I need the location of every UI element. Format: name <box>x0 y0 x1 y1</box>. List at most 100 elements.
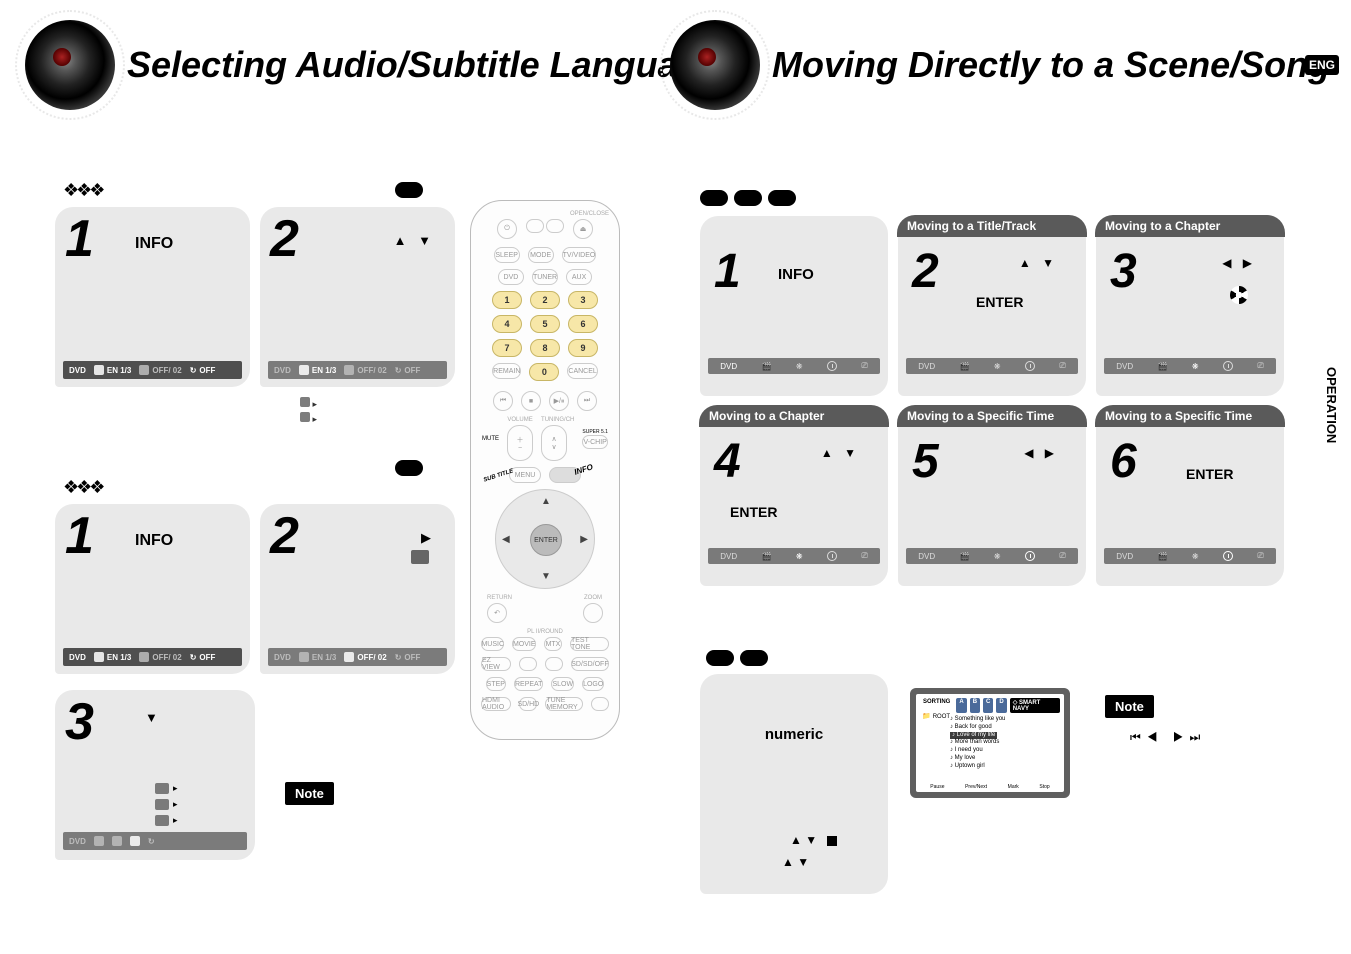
numeric-label: numeric <box>710 726 878 743</box>
zoom-button[interactable] <box>583 603 603 623</box>
fn-sdhd[interactable]: SD/HD <box>519 697 537 711</box>
osd-dvd-label: DVD <box>918 362 935 371</box>
fn-b[interactable] <box>519 657 537 671</box>
fn-ezview[interactable]: EZ VIEW <box>481 657 511 671</box>
fn-repeat[interactable]: REPEAT <box>514 677 544 691</box>
num-6[interactable]: 6 <box>568 315 598 333</box>
sleep-button[interactable]: SLEEP <box>494 247 520 263</box>
step-card-4: Moving to a Chapter 4 ▲ ▼ ENTER DVD 🎬❋⎚ <box>700 406 888 586</box>
osd-dvd-label: DVD <box>1116 552 1133 561</box>
osd-audio: EN 1/3 <box>94 365 131 375</box>
num-9[interactable]: 9 <box>568 339 598 357</box>
mode-button[interactable]: MODE <box>528 247 554 263</box>
num-8[interactable]: 8 <box>530 339 560 357</box>
fn-tunemem[interactable]: TUNE MEMORY <box>545 697 583 711</box>
next-button[interactable]: ⏭ <box>577 391 597 411</box>
dpad-left[interactable]: ◀ <box>502 534 510 545</box>
num-7[interactable]: 7 <box>492 339 522 357</box>
pl2-label: PL II/ROUND <box>481 629 609 635</box>
dvd-src-button[interactable]: DVD <box>498 269 524 285</box>
enter-label: ENTER <box>1186 466 1233 482</box>
cursor-arrows: ◀ ▶ <box>1024 446 1058 460</box>
remain-button[interactable]: REMAIN <box>492 363 521 379</box>
fn-music[interactable]: MUSIC <box>481 637 504 651</box>
enter-button[interactable]: ENTER <box>530 524 562 556</box>
song-item: Something like you <box>950 716 1060 724</box>
prev-button[interactable]: ⏮ <box>493 391 513 411</box>
speaker-icon-left <box>25 20 115 110</box>
osd-row: DVD 🎬❋⎚ <box>708 548 880 564</box>
cursor-arrows: ▲ ▼ <box>1019 256 1058 270</box>
fn-sdoff[interactable]: SD/SD/OFF <box>571 657 609 671</box>
section-tab-operation: OPERATION <box>1320 355 1343 455</box>
fn-logo[interactable]: LOGO <box>582 677 604 691</box>
step-number: 1 <box>714 244 741 299</box>
right-column: 1 INFO DVD 🎬❋⎚ Moving to a Title/Track 2… <box>700 190 1280 586</box>
zoom-label: ZOOM <box>583 595 603 601</box>
sort-tag: A <box>956 698 966 713</box>
volume-rocker[interactable]: ＋− <box>507 425 533 461</box>
dpad-down[interactable]: ▼ <box>541 571 551 582</box>
badge-pill <box>734 190 762 206</box>
play-pause-button[interactable]: ▶/⏸ <box>549 391 569 411</box>
sort-tag: C <box>983 698 993 713</box>
transport-glyphs: ⏮◀ ▶⏭ <box>1130 730 1206 745</box>
step-b3: 3 ▼ DVD ↻ <box>55 690 255 860</box>
num-2[interactable]: 2 <box>530 291 560 309</box>
disc-badges-lower <box>706 650 1280 666</box>
step-grid: 1 INFO DVD 🎬❋⎚ Moving to a Title/Track 2… <box>700 216 1280 586</box>
step-label: INFO <box>778 266 814 283</box>
num-5[interactable]: 5 <box>530 315 560 333</box>
badge-pill <box>740 650 768 666</box>
step-number: 1 <box>65 506 94 566</box>
fn-testtone[interactable]: TEST TONE <box>570 637 609 651</box>
num-0[interactable]: 0 <box>529 363 559 381</box>
open-close-button[interactable]: ⏏ <box>573 219 593 239</box>
num-3[interactable]: 3 <box>568 291 598 309</box>
subtitle-icon-list: ▸ ▸ ▸ <box>155 780 178 828</box>
fn-blank[interactable] <box>591 697 609 711</box>
num-1[interactable]: 1 <box>492 291 522 309</box>
fn-c[interactable] <box>545 657 563 671</box>
card-header: Moving to a Chapter <box>699 405 889 427</box>
aux-button[interactable]: AUX <box>566 269 592 285</box>
power-button[interactable]: ⏻ <box>497 219 517 239</box>
note-left: Note <box>285 782 334 805</box>
osd-row: DVD 🎬❋⎚ <box>906 548 1078 564</box>
sorting-label: SORTING <box>920 698 953 713</box>
vchip-button[interactable]: V-CHIP <box>582 435 608 449</box>
fn-slow[interactable]: SLOW <box>551 677 574 691</box>
cancel-button[interactable]: CANCEL <box>567 363 597 379</box>
tv-button[interactable] <box>526 219 544 233</box>
tv-video-button[interactable]: TV/VIDEO <box>562 247 597 263</box>
cursor-arrows: ◀ ▶ <box>1222 256 1256 270</box>
subtitle-icon <box>411 550 429 564</box>
osd-sub: OFF/ 02 <box>139 652 181 662</box>
fn-step[interactable]: STEP <box>486 677 506 691</box>
osd-repeat: ↻ OFF <box>190 653 216 662</box>
menu-button[interactable]: MENU <box>509 467 541 483</box>
step-card-5: Moving to a Specific Time 5 ◀ ▶ DVD 🎬❋⎚ <box>898 406 1086 586</box>
dpad-right[interactable]: ▶ <box>580 534 588 545</box>
tuner-button[interactable]: TUNER <box>532 269 558 285</box>
fn-hdmi[interactable]: HDMI AUDIO <box>481 697 511 711</box>
return-button[interactable]: ↶ <box>487 603 507 623</box>
stop-button[interactable]: ■ <box>521 391 541 411</box>
dpad-up[interactable]: ▲ <box>541 496 551 507</box>
disc-badges-a <box>395 182 423 198</box>
fn-mtx[interactable]: MTX <box>544 637 562 651</box>
remote-fn-grid: MUSICMOVIEMTXTEST TONE EZ VIEWSD/SD/OFF … <box>481 637 609 711</box>
tuning-rocker[interactable]: ∧∨ <box>541 425 567 461</box>
osd-bar: DVD EN 1/3 OFF/ 02 ↻ OFF <box>63 361 242 379</box>
card-header: Moving to a Specific Time <box>897 405 1087 427</box>
disc-badges-right <box>700 190 1280 206</box>
dvd-button[interactable] <box>546 219 564 233</box>
osd-row: DVD 🎬❋⎚ <box>708 358 880 374</box>
step-number: 3 <box>1110 244 1137 299</box>
dpad[interactable]: ▲ ▼ ◀ ▶ ENTER <box>495 489 595 589</box>
osd-repeat: ↻ OFF <box>395 366 421 375</box>
step-number: 3 <box>65 692 94 752</box>
section-b-row2: 3 ▼ DVD ↻ <box>55 690 455 860</box>
num-4[interactable]: 4 <box>492 315 522 333</box>
fn-movie[interactable]: MOVIE <box>512 637 535 651</box>
